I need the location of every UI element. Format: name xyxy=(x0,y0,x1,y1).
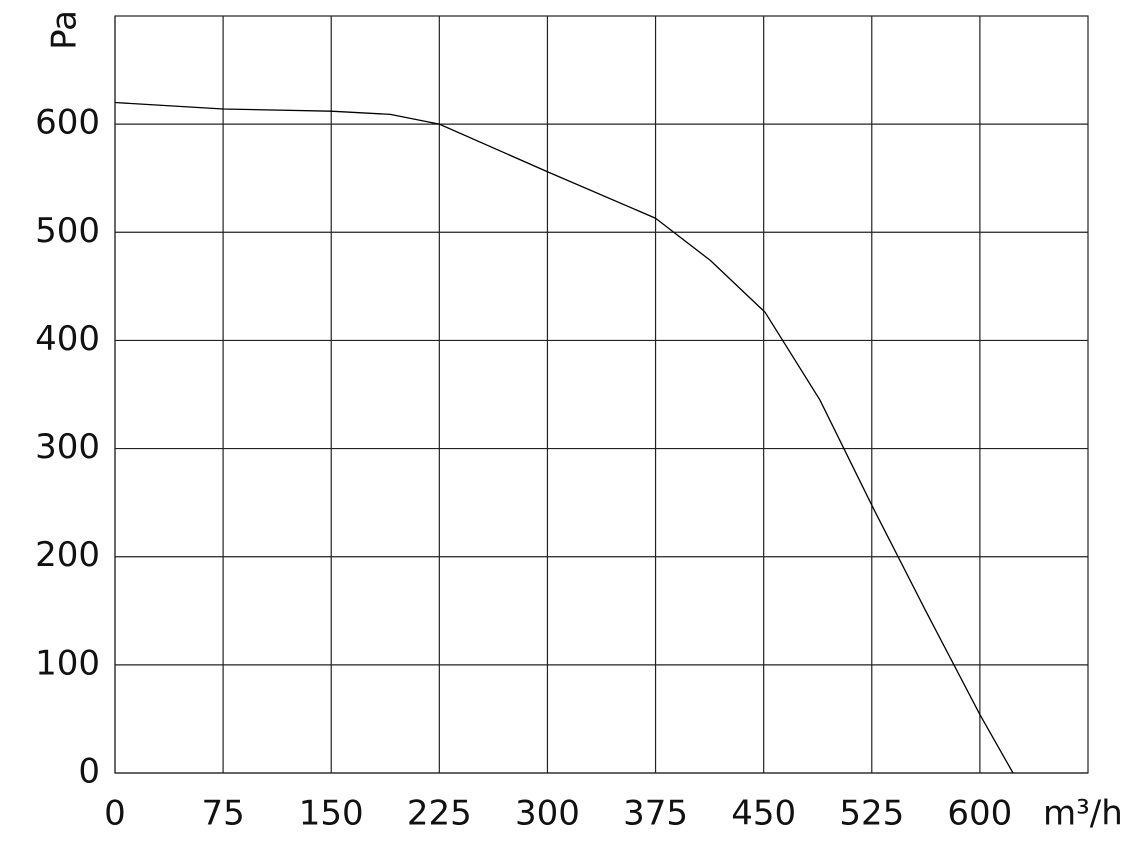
x-tick-label: 300 xyxy=(515,794,580,834)
y-tick-label: 600 xyxy=(35,103,100,143)
x-axis-label: m³/h xyxy=(1043,794,1123,834)
x-tick-label: 525 xyxy=(839,794,904,834)
x-tick-label: 600 xyxy=(947,794,1012,834)
x-tick-label: 450 xyxy=(731,794,796,834)
x-tick-label: 0 xyxy=(104,794,126,834)
line xyxy=(114,101,1014,774)
x-tick-label: 225 xyxy=(407,794,472,834)
y-tick-label: 100 xyxy=(35,643,100,683)
x-tick-label: 375 xyxy=(623,794,688,834)
x-tick-label: 150 xyxy=(299,794,364,834)
y-tick-label: 300 xyxy=(35,427,100,467)
plot-border xyxy=(114,15,1089,774)
y-tick-label: 0 xyxy=(78,752,100,792)
x-tick-label: 75 xyxy=(201,794,244,834)
y-tick-label: 500 xyxy=(35,211,100,251)
y-tick-label: 400 xyxy=(35,319,100,359)
y-axis-label: Pa xyxy=(45,10,85,50)
y-tick-label: 200 xyxy=(35,535,100,575)
